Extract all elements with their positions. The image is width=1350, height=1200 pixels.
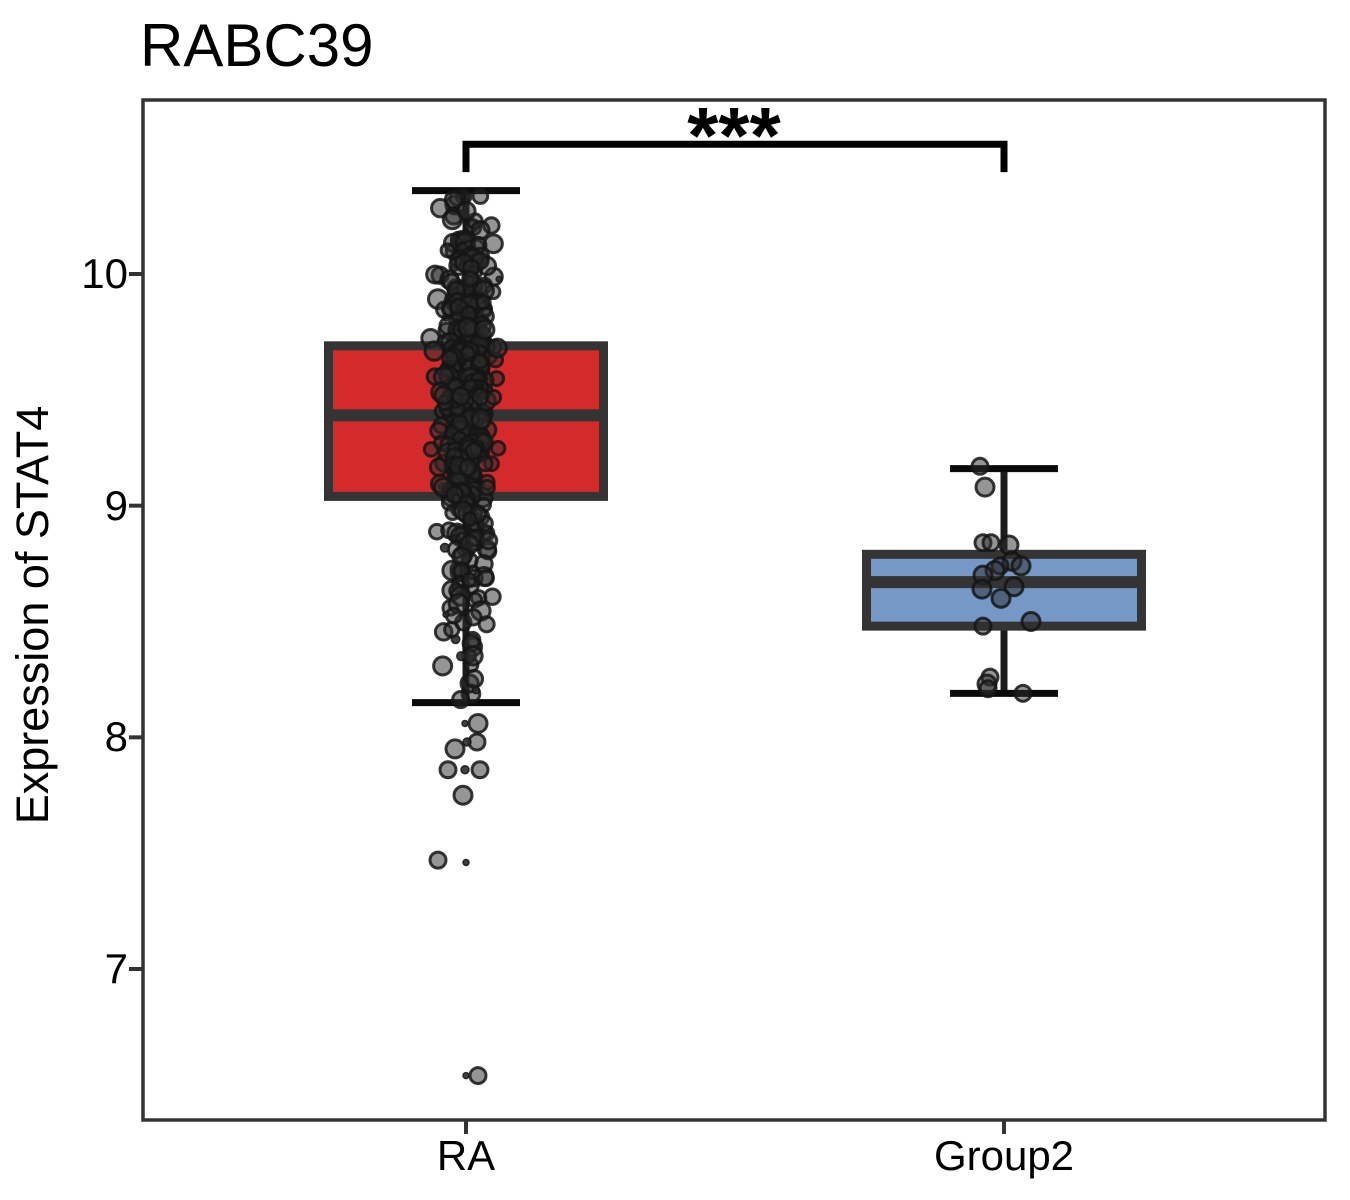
RA-data-point <box>459 345 476 362</box>
Group2-data-point <box>973 616 993 636</box>
chart-title: RABC39 <box>140 12 373 79</box>
Group2-data-point <box>981 533 1001 553</box>
Group2-data-point <box>971 578 993 600</box>
x-tick-labels: RA Group2 <box>437 1132 1074 1179</box>
RA-data-point <box>450 385 472 407</box>
RA-data-point <box>442 611 450 619</box>
RA-data-point <box>441 349 460 368</box>
plot-border <box>141 98 1327 1122</box>
RA-data-point <box>483 233 504 255</box>
RA-data-point <box>423 340 445 362</box>
RA-data-point <box>495 275 503 283</box>
RA-data-point <box>460 571 478 589</box>
RA-data-point <box>462 737 472 747</box>
RA-data-point <box>443 621 461 639</box>
RA-data-point <box>483 587 502 606</box>
Group2-data-point <box>1013 683 1033 703</box>
x-label-ra: RA <box>437 1132 495 1179</box>
RA-data-point <box>462 1071 470 1080</box>
RA-data-point <box>450 413 469 432</box>
significance-bracket <box>462 140 1008 173</box>
RA-data-point <box>462 645 484 667</box>
RA-data-point <box>441 209 463 231</box>
y-axis-label: Expression of STAT4 <box>7 406 58 825</box>
RA-data-point <box>428 850 448 870</box>
RA-data-point <box>438 760 458 780</box>
y-tick-label-9: 9 <box>105 482 128 529</box>
RA-data-point <box>462 511 478 527</box>
RA-data-point <box>462 858 470 867</box>
RA-data-point <box>468 1066 488 1086</box>
Group2-data-point <box>974 476 996 498</box>
RA-data-point <box>478 531 499 551</box>
RA-data-point <box>452 784 474 806</box>
Group2-data-point <box>1020 611 1042 633</box>
Group2-data-point <box>978 679 998 699</box>
RA-data-point <box>451 690 471 710</box>
RA-data-point <box>433 385 454 406</box>
Group2-data-point <box>970 456 990 476</box>
RA-data-point <box>471 187 490 205</box>
x-label-group2: Group2 <box>934 1132 1074 1179</box>
plot-area <box>129 98 1327 1134</box>
RA-data-point <box>470 408 493 431</box>
RA-data-point <box>456 651 467 662</box>
RA-data-point <box>432 655 454 677</box>
RA-data-point <box>476 569 495 588</box>
RA-data-point <box>467 712 489 734</box>
RA-data-point <box>485 388 503 406</box>
RA-data-point <box>464 668 485 689</box>
RA-data-point <box>471 352 489 370</box>
RA-data-point <box>439 542 450 553</box>
y-tick-labels: 10 9 8 7 <box>81 250 128 992</box>
RA-data-point <box>461 269 480 288</box>
RA-data-point <box>478 478 496 497</box>
Group2-data-point <box>1003 576 1025 598</box>
significance-stars: *** <box>687 91 781 180</box>
RA-data-point <box>422 440 440 458</box>
RA-data-point <box>489 440 507 457</box>
RA-data-point <box>464 240 472 248</box>
y-tick-label-10: 10 <box>81 250 128 297</box>
RA-data-point <box>471 686 481 695</box>
RA-data-point <box>460 765 470 775</box>
RA-data-point <box>470 760 490 780</box>
Group2-data-point <box>1010 555 1032 577</box>
RA-data-point <box>464 608 483 627</box>
RA-data-point <box>486 337 508 359</box>
RA-data-point <box>444 738 466 760</box>
RA-data-point <box>476 454 494 473</box>
Group2-data-point <box>990 587 1012 609</box>
RA-data-point <box>473 318 496 341</box>
y-tick-label-7: 7 <box>105 945 128 992</box>
RA-data-point <box>461 719 469 728</box>
RA-data-point <box>458 457 478 477</box>
RA-data-point <box>428 457 449 478</box>
y-tick-label-8: 8 <box>105 713 128 760</box>
